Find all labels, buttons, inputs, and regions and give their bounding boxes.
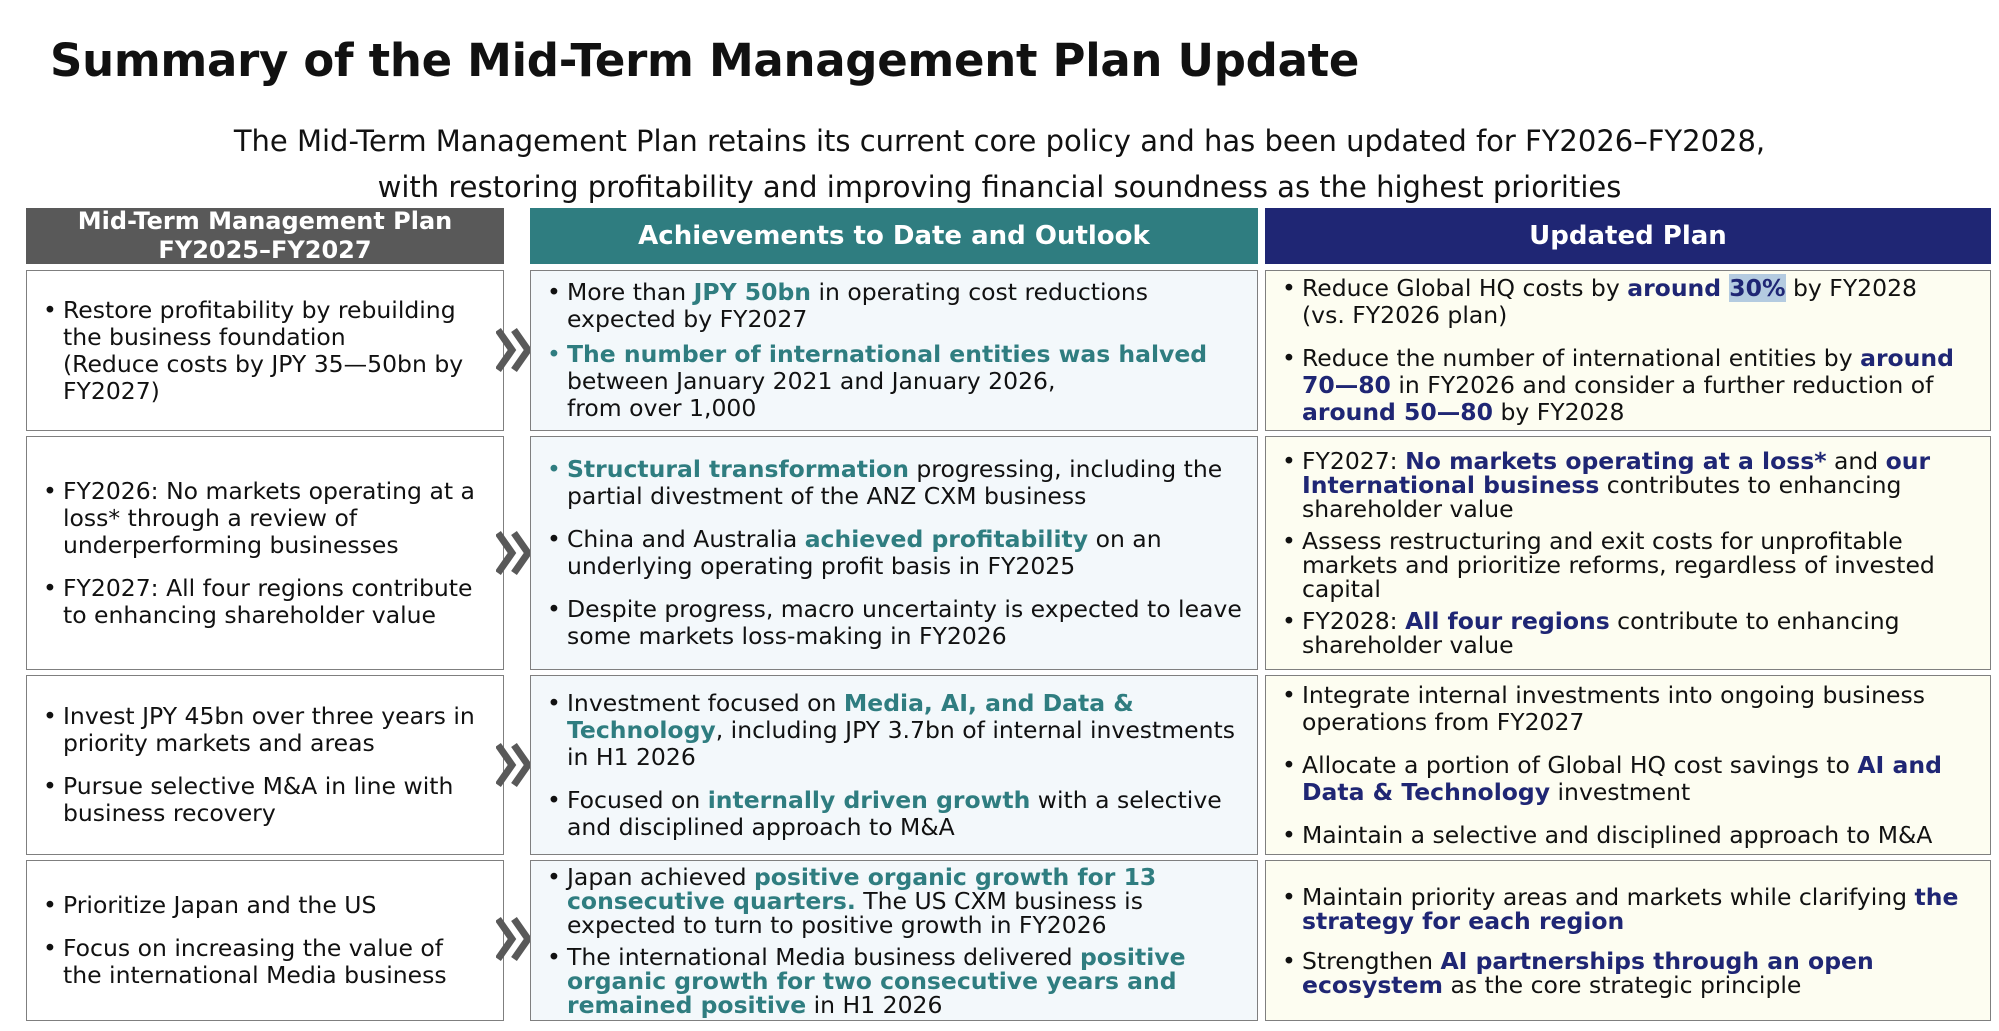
- list-item: Strengthen AI partnerships through an op…: [1280, 949, 1976, 997]
- list-item: Restore profitability by rebuilding the …: [41, 295, 489, 405]
- list-item: FY2027: No markets operating at a loss* …: [1280, 449, 1976, 521]
- highlight-text: around: [1627, 274, 1730, 302]
- bullet-text: Restore profitability by rebuilding the …: [63, 295, 456, 351]
- list-item: Integrate internal investments into ongo…: [1280, 681, 1976, 736]
- list-item: FY2027: All four regions contribute to e…: [41, 574, 489, 629]
- row-4-current-plan: Prioritize Japan and the US Focus on inc…: [26, 860, 504, 1021]
- list-item: Investment focused on Media, AI, and Dat…: [545, 688, 1243, 771]
- list-item: The number of international entities was…: [545, 341, 1243, 422]
- page-subtitle: The Mid-Term Management Plan retains its…: [0, 118, 1999, 210]
- highlight-text: positive organic growth for two consecut…: [567, 942, 1186, 1019]
- highlight-text: the strategy for each region: [1302, 882, 1959, 935]
- list-item: Japan achieved positive organic growth f…: [545, 865, 1243, 937]
- list-item: Maintain a selective and disciplined app…: [1280, 821, 1976, 849]
- row-1-current-plan: Restore profitability by rebuilding the …: [26, 270, 504, 431]
- row-2-achievements: Structural transformation progressing, i…: [530, 436, 1258, 670]
- list-item: Prioritize Japan and the US: [41, 892, 489, 920]
- highlight-text: achieved profitability: [804, 525, 1089, 553]
- list-item: Reduce the number of international entit…: [1280, 345, 1976, 426]
- highlight-text: Structural transformation: [567, 455, 909, 483]
- highlight-text: Media, AI, and Data & Technology: [567, 688, 1134, 744]
- highlight-text: internally driven growth: [707, 785, 1031, 814]
- row-4-updated-plan: Maintain priority areas and markets whil…: [1265, 860, 1991, 1021]
- double-chevron-right-icon: [496, 327, 534, 373]
- highlight-text: All four regions: [1405, 607, 1610, 635]
- row-3-current-plan: Invest JPY 45bn over three years in prio…: [26, 675, 504, 855]
- highlight-text: our International business: [1302, 447, 1931, 499]
- list-item: Allocate a portion of Global HQ cost sav…: [1280, 750, 1976, 806]
- list-item: More than JPY 50bn in operating cost red…: [545, 279, 1243, 333]
- header-current-plan: Mid-Term Management Plan FY2025–FY2027: [26, 207, 504, 264]
- row-3-updated-plan: Integrate internal investments into ongo…: [1265, 675, 1991, 855]
- row-2-updated-plan: FY2027: No markets operating at a loss* …: [1265, 436, 1991, 670]
- highlight-text: 30%: [1729, 274, 1786, 302]
- list-item: Structural transformation progressing, i…: [545, 456, 1243, 510]
- row-2-current-plan: FY2026: No markets operating at a loss* …: [26, 436, 504, 670]
- highlight-text: AI partnerships through an open ecosyste…: [1302, 946, 1874, 999]
- header-current-plan-line-2: FY2025–FY2027: [158, 236, 372, 264]
- subtitle-line-1: The Mid-Term Management Plan retains its…: [233, 124, 1766, 158]
- list-item: Despite progress, macro uncertainty is e…: [545, 596, 1243, 650]
- highlight-text: around 50—80: [1302, 398, 1493, 426]
- highlight-text: No markets operating at a loss*: [1405, 447, 1827, 475]
- header-current-plan-line-1: Mid-Term Management Plan: [77, 207, 453, 235]
- row-1-updated-plan: Reduce Global HQ costs by around 30% by …: [1265, 270, 1991, 431]
- list-item: Reduce Global HQ costs by around 30% by …: [1280, 274, 1976, 329]
- highlight-text: The number of international entities was…: [567, 340, 1208, 368]
- highlight-text: JPY 50bn: [693, 278, 812, 306]
- bullet-text: (Reduce costs by JPY 35—50bn by FY2027): [63, 349, 464, 405]
- list-item: FY2028: All four regions contribute to e…: [1280, 609, 1976, 657]
- subtitle-line-2: with restoring profitability and improvi…: [377, 170, 1622, 204]
- list-item: Invest JPY 45bn over three years in prio…: [41, 703, 489, 757]
- list-item: Focused on internally driven growth with…: [545, 785, 1243, 841]
- list-item: China and Australia achieved profitabili…: [545, 526, 1243, 580]
- header-updated-plan: Updated Plan: [1265, 208, 1991, 264]
- list-item: Pursue selective M&A in line with busine…: [41, 773, 489, 827]
- row-1-achievements: More than JPY 50bn in operating cost red…: [530, 270, 1258, 431]
- list-item: FY2026: No markets operating at a loss* …: [41, 477, 489, 559]
- row-3-achievements: Investment focused on Media, AI, and Dat…: [530, 675, 1258, 855]
- list-item: The international Media business deliver…: [545, 945, 1243, 1017]
- highlight-text: around 70—80: [1302, 344, 1954, 399]
- highlight-text: positive organic growth for 13 consecuti…: [567, 862, 1157, 915]
- list-item: Focus on increasing the value of the int…: [41, 935, 489, 989]
- list-item: Assess restructuring and exit costs for …: [1280, 529, 1976, 601]
- double-chevron-right-icon: [496, 916, 534, 962]
- highlight-text: AI and Data & Technology: [1302, 750, 1942, 806]
- double-chevron-right-icon: [496, 742, 534, 788]
- row-4-achievements: Japan achieved positive organic growth f…: [530, 860, 1258, 1021]
- page-title: Summary of the Mid-Term Management Plan …: [50, 34, 1360, 87]
- double-chevron-right-icon: [496, 530, 534, 576]
- header-achievements: Achievements to Date and Outlook: [530, 208, 1258, 264]
- list-item: Maintain priority areas and markets whil…: [1280, 885, 1976, 933]
